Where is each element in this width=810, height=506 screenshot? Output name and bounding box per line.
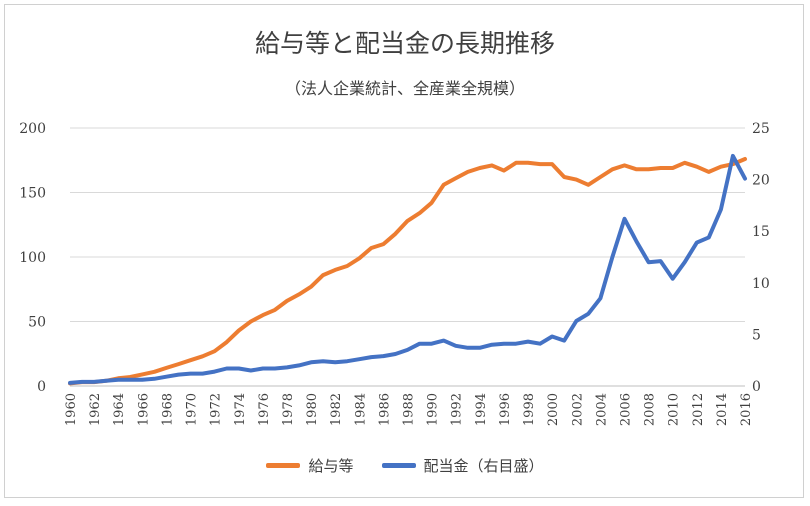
y-left-tick-label: 200: [19, 121, 46, 137]
x-tick-label: 2002: [570, 393, 585, 426]
x-tick-label: 2000: [546, 393, 561, 426]
x-tick-label: 2010: [667, 393, 682, 426]
x-tick-label: 2004: [594, 393, 609, 426]
x-tick-label: 1964: [112, 393, 127, 426]
y-left-tick-label: 0: [37, 379, 46, 395]
x-tick-label: 1994: [474, 393, 489, 426]
x-tick-label: 1998: [522, 393, 537, 426]
chart-title: 給与等と配当金の長期推移: [254, 29, 555, 58]
x-tick-label: 1962: [88, 393, 103, 426]
y-right-tick-label: 10: [752, 276, 770, 292]
y-right-tick-label: 25: [752, 121, 770, 137]
x-tick-label: 2008: [643, 393, 658, 426]
x-tick-label: 1990: [426, 393, 441, 426]
y-right-tick-label: 5: [752, 327, 761, 343]
y-right-tick-label: 0: [752, 379, 761, 395]
chart-subtitle: （法人企業統計、全産業全規模）: [284, 79, 525, 98]
legend-item-salary: 給与等: [266, 455, 354, 476]
x-tick-label: 1966: [136, 393, 151, 426]
legend-swatch-salary: [266, 463, 301, 468]
y-left-tick-label: 50: [28, 315, 46, 331]
series-line-salary: [68, 157, 747, 386]
legend-swatch-dividend: [381, 463, 416, 468]
chart-legend: 給与等 配当金（右目盛）: [0, 455, 810, 476]
x-tick-label: 2016: [739, 393, 754, 426]
legend-label-dividend: 配当金（右目盛）: [423, 457, 544, 475]
x-tick-label: 1988: [402, 393, 417, 426]
x-tick-label: 1992: [450, 393, 465, 426]
x-tick-label: 2006: [618, 393, 633, 426]
legend-label-salary: 給与等: [308, 457, 354, 475]
x-tick-label: 1982: [329, 393, 344, 426]
x-tick-label: 1996: [498, 393, 513, 426]
chart-frame: [4, 4, 804, 498]
x-tick-label: 1970: [185, 393, 200, 426]
y-right-tick-label: 20: [752, 173, 770, 189]
legend-item-dividend: 配当金（右目盛）: [381, 455, 544, 476]
y-right-tick-label: 15: [752, 224, 770, 240]
x-tick-label: 1974: [233, 393, 248, 426]
y-left-tick-label: 150: [19, 186, 46, 202]
x-tick-label: 1984: [353, 393, 368, 426]
series-line-dividend: [68, 153, 747, 385]
x-tick-label: 1976: [257, 393, 272, 426]
y-left-tick-label: 100: [19, 250, 46, 266]
x-tick-label: 2014: [715, 393, 730, 426]
x-tick-label: 1968: [160, 393, 175, 426]
x-tick-label: 2012: [691, 393, 706, 426]
x-tick-label: 1972: [209, 393, 224, 426]
x-tick-label: 1986: [377, 393, 392, 426]
x-tick-label: 1960: [64, 393, 79, 426]
x-tick-label: 1980: [305, 393, 320, 426]
x-tick-label: 1978: [281, 393, 296, 426]
